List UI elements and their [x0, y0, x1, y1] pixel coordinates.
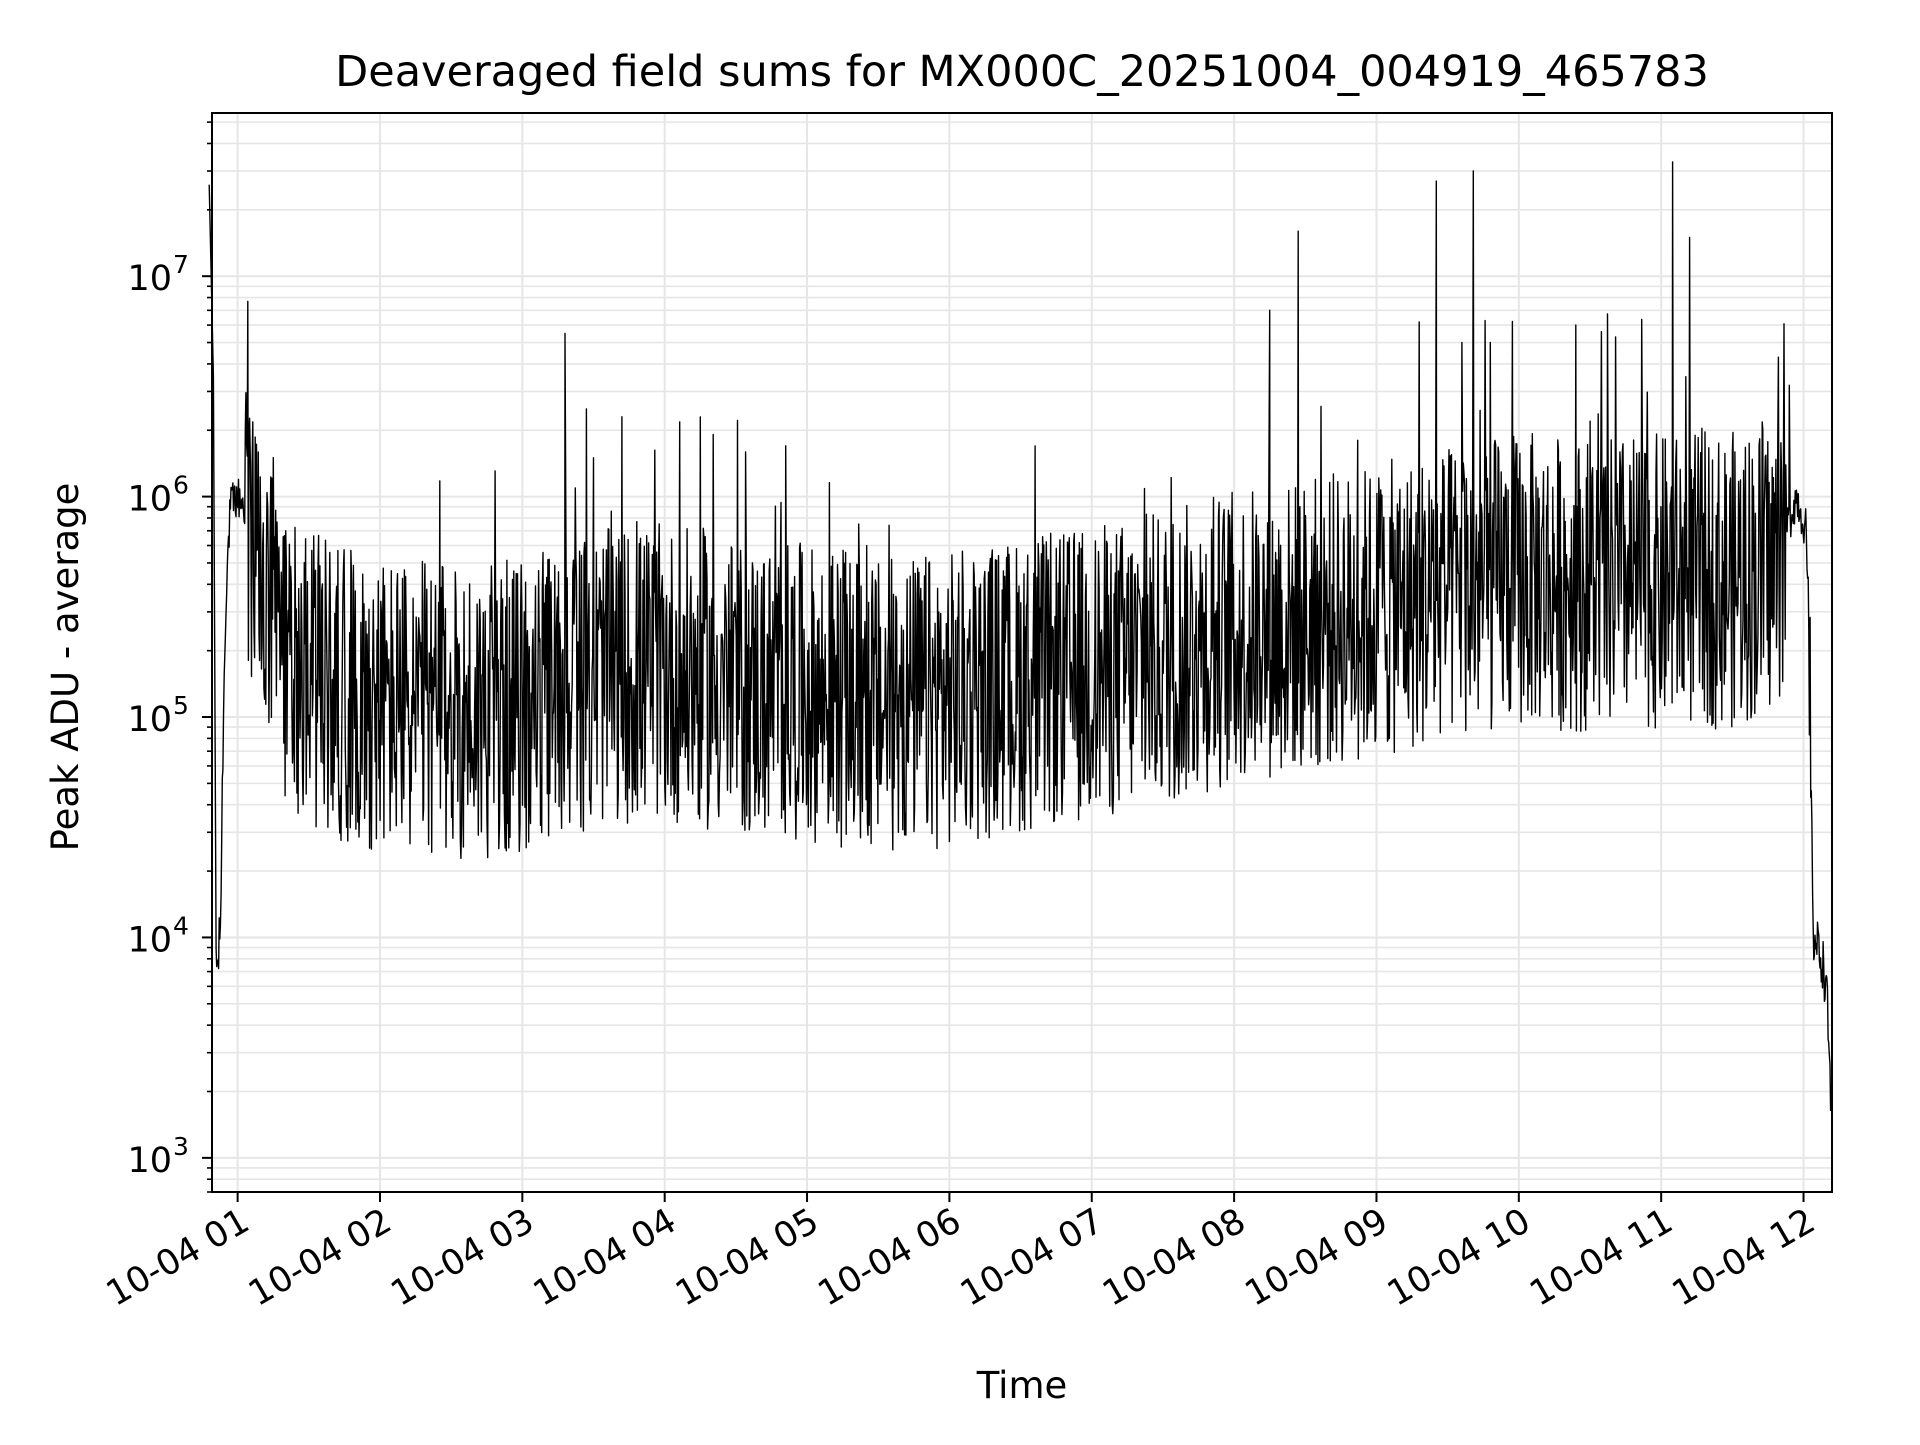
- y-tick-exponent: 4: [173, 911, 189, 940]
- y-tick-exponent: 3: [173, 1132, 189, 1161]
- y-tick-label: 10: [127, 1141, 172, 1181]
- chart-title: Deaveraged field sums for MX000C_2025100…: [335, 47, 1709, 97]
- plot-frame: [211, 112, 1833, 1193]
- y-axis-label: Peak ADU - average: [44, 483, 87, 852]
- data-layer: [208, 161, 1832, 1112]
- grid-layer: [212, 113, 1832, 1193]
- y-tick-label: 10: [127, 920, 172, 960]
- x-axis-label: Time: [976, 1364, 1068, 1407]
- y-tick-label: 10: [127, 259, 172, 299]
- y-tick-exponent: 5: [173, 691, 189, 720]
- y-tick-exponent: 7: [173, 250, 189, 279]
- y-tick-label: 10: [127, 480, 172, 520]
- y-tick-exponent: 6: [173, 471, 189, 500]
- series-line-peak-adu: [208, 161, 1832, 1112]
- y-tick-label: 10: [127, 700, 172, 740]
